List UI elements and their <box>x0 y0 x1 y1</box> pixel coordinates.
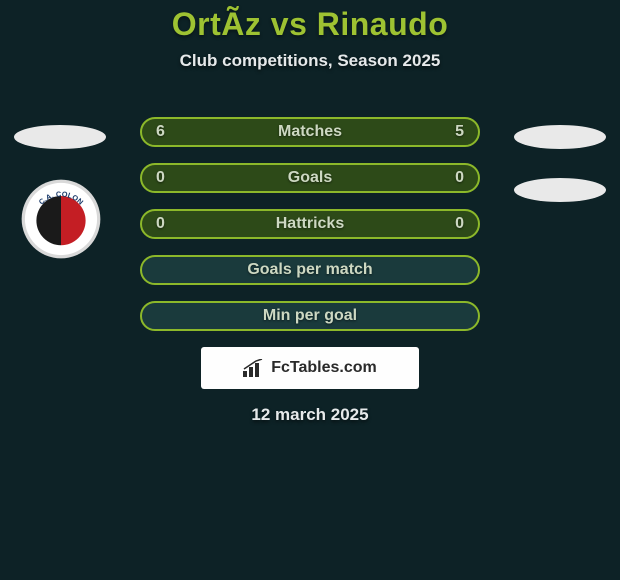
stat-label: Min per goal <box>263 307 357 325</box>
stat-row: Min per goal <box>140 301 480 331</box>
stat-label: Hattricks <box>276 215 344 233</box>
date-text: 12 march 2025 <box>0 405 620 425</box>
stat-right-value: 0 <box>455 215 464 233</box>
stats-rows: 6 Matches 5 0 Goals 0 0 Hattricks 0 Goals per mat… <box>140 117 480 331</box>
stat-row: Goals per match <box>140 255 480 285</box>
stat-label: Matches <box>278 123 342 141</box>
stat-row: 6 Matches 5 <box>140 117 480 147</box>
comparison-subtitle: Club competitions, Season 2025 <box>0 51 620 71</box>
stat-right-value: 0 <box>455 169 464 187</box>
stat-row: 0 Hattricks 0 <box>140 209 480 239</box>
brand-text: FcTables.com <box>271 359 377 377</box>
stat-label: Goals <box>288 169 332 187</box>
chart-icon <box>243 359 265 377</box>
brand-footer: FcTables.com <box>201 347 419 389</box>
stat-row: 0 Goals 0 <box>140 163 480 193</box>
stat-left-value: 0 <box>156 169 165 187</box>
stat-label: Goals per match <box>247 261 372 279</box>
stat-left-value: 6 <box>156 123 165 141</box>
comparison-title: OrtÃ­z vs Rinaudo <box>0 6 620 43</box>
stat-right-value: 5 <box>455 123 464 141</box>
stat-left-value: 0 <box>156 215 165 233</box>
